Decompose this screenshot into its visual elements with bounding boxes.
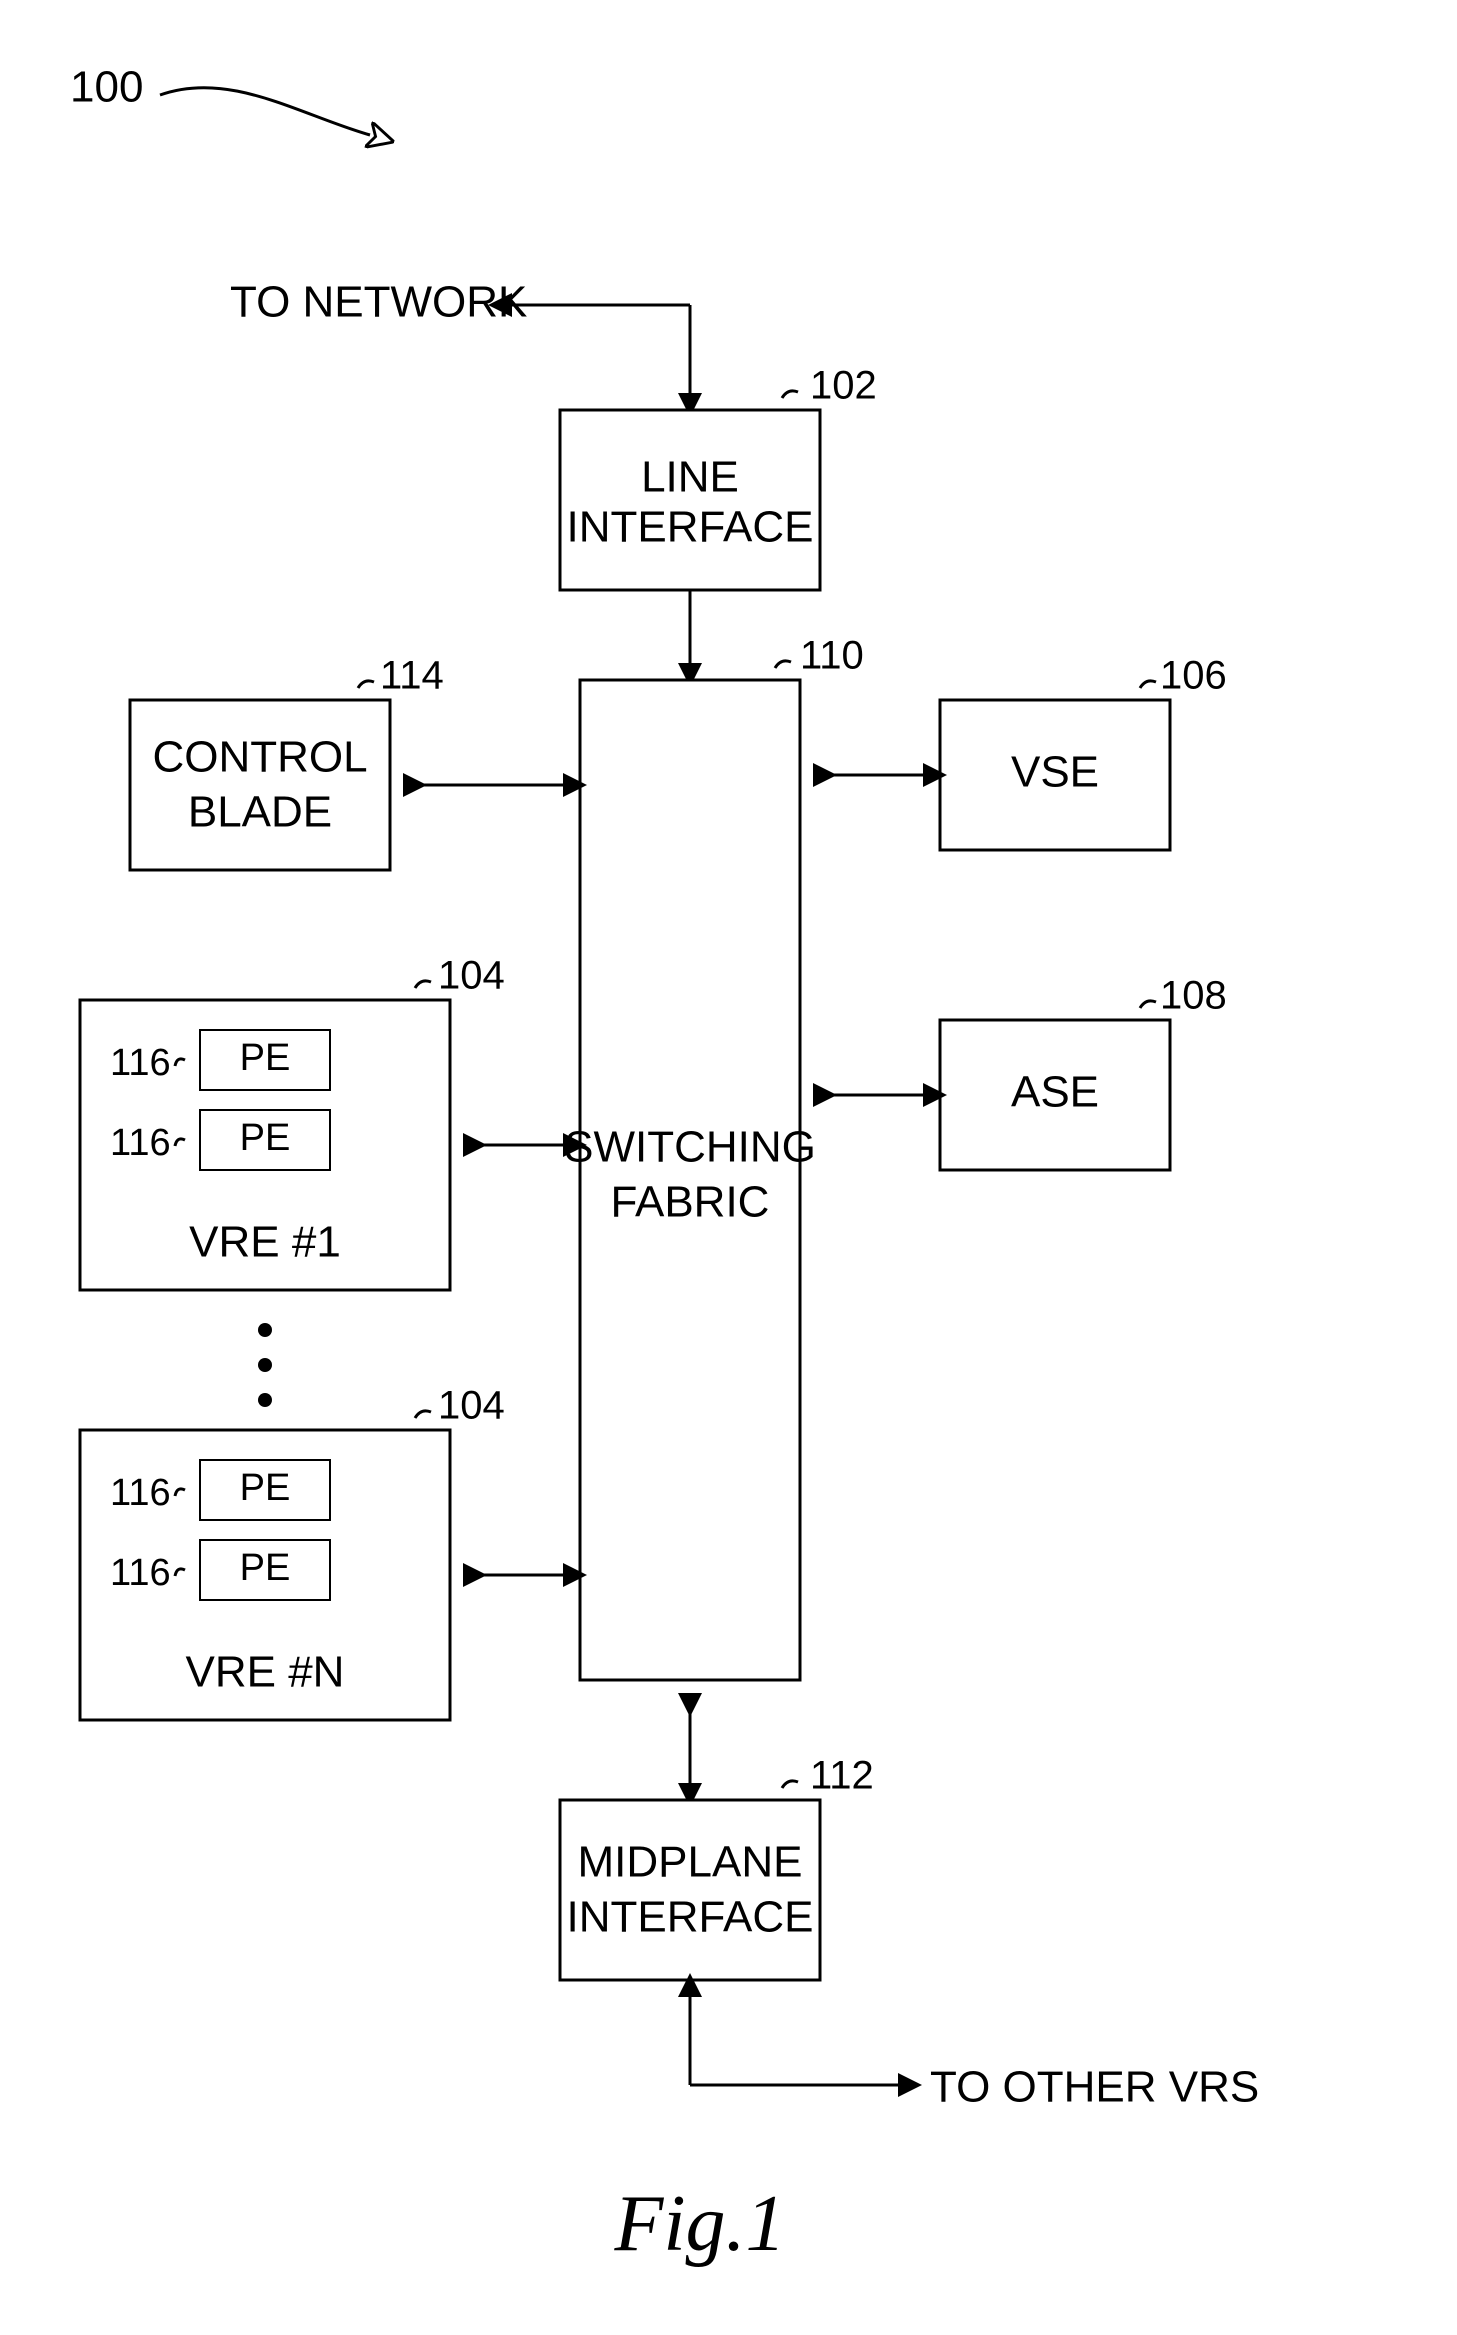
line-interface-text-0: LINE — [641, 453, 739, 502]
vreN-pe1-text: PE — [240, 1547, 291, 1589]
vre1-label: VRE #1 — [189, 1218, 341, 1267]
ellipsis-dot — [258, 1358, 272, 1372]
vre1-pe1-ref: 116 — [110, 1122, 171, 1164]
midplane-box: MIDPLANE INTERFACE 112 — [560, 1754, 874, 1980]
figure-caption: Fig.1 — [613, 2180, 785, 2268]
vre1-pe0-ref: 116 — [110, 1042, 171, 1084]
control-blade-box: CONTROL BLADE 114 — [130, 654, 444, 870]
ase-ref: 108 — [1160, 974, 1227, 1018]
system-ref-label: 100 — [70, 63, 143, 112]
ase-text: ASE — [1011, 1068, 1099, 1117]
ellipsis-dot — [258, 1393, 272, 1407]
line-interface-box: LINE INTERFACE 102 — [560, 364, 877, 590]
vse-ref: 106 — [1160, 654, 1227, 698]
vse-box: VSE 106 — [940, 654, 1227, 850]
vse-text: VSE — [1011, 748, 1099, 797]
vreN-pe0-text: PE — [240, 1467, 291, 1509]
vre1-pe0-text: PE — [240, 1037, 291, 1079]
cb-ref: 114 — [380, 654, 444, 698]
line-interface-ref: 102 — [810, 364, 877, 408]
vre1-pe1-text: PE — [240, 1117, 291, 1159]
sf-text-0: SWITCHING — [564, 1123, 816, 1172]
mp-text-1: INTERFACE — [567, 1893, 814, 1942]
ellipsis-dot — [258, 1323, 272, 1337]
vreN-box: VRE #N 104 PE 116 PE 116 — [80, 1384, 505, 1720]
sf-ref: 110 — [800, 634, 864, 678]
vreN-pe0-ref: 116 — [110, 1472, 171, 1514]
vre1-ref: 104 — [438, 954, 505, 998]
cb-text-1: BLADE — [188, 788, 332, 837]
line-interface-text-1: INTERFACE — [567, 503, 814, 552]
diagram-svg: 100 TO NETWORK LINE INTERFACE 102 SWITCH… — [0, 0, 1457, 2335]
mp-text-0: MIDPLANE — [578, 1838, 803, 1887]
vreN-pe1-ref: 116 — [110, 1552, 171, 1594]
mp-ref: 112 — [810, 1754, 874, 1798]
sf-text-1: FABRIC — [611, 1178, 770, 1227]
cb-text-0: CONTROL — [152, 733, 367, 782]
vreN-ref: 104 — [438, 1384, 505, 1428]
to-network-label: TO NETWORK — [230, 278, 527, 327]
vre1-box: VRE #1 104 PE 116 PE 116 — [80, 954, 505, 1290]
ase-box: ASE 108 — [940, 974, 1227, 1170]
system-ref-arrow — [160, 88, 370, 135]
to-other-label: TO OTHER VRS — [930, 2063, 1259, 2112]
switching-fabric-box: SWITCHING FABRIC 110 — [564, 634, 864, 1680]
vreN-label: VRE #N — [186, 1648, 345, 1697]
